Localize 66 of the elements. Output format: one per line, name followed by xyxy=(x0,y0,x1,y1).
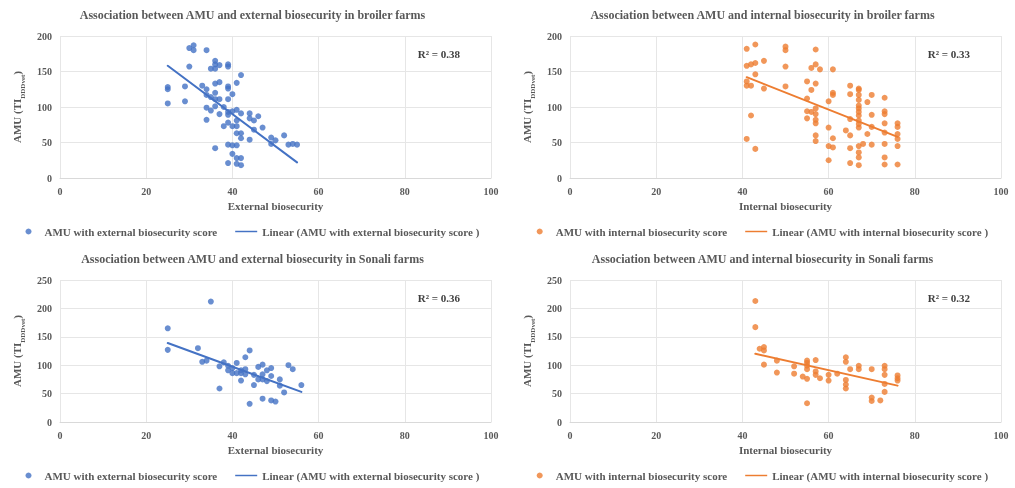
x-tick-label: 80 xyxy=(399,185,410,197)
x-tick-label: 20 xyxy=(651,185,662,197)
y-tick-label: 200 xyxy=(37,30,52,42)
legend-label: Linear (AMU with external biosecurity score ) xyxy=(262,225,480,239)
y-tick-label: 150 xyxy=(547,331,562,343)
x-tick-label: 80 xyxy=(909,185,920,197)
y-tick-label: 0 xyxy=(47,416,52,428)
x-tick-label: 100 xyxy=(993,185,1009,197)
x-tick-label: 0 xyxy=(567,429,573,441)
x-tick-label: 100 xyxy=(483,429,499,441)
x-tick-label: 40 xyxy=(227,185,238,197)
y-tick-label: 100 xyxy=(37,359,52,371)
annotation: R² = 0.33 xyxy=(927,47,971,60)
x-tick-label: 0 xyxy=(57,185,63,197)
x-tick-label: 40 xyxy=(737,185,748,197)
x-tick-label: 20 xyxy=(141,429,152,441)
y-tick-label: 250 xyxy=(37,274,52,286)
x-tick-label: 60 xyxy=(313,429,324,441)
x-tick-label: 80 xyxy=(399,429,410,441)
legend-label: Linear (AMU with external biosecurity score ) xyxy=(262,469,480,483)
x-tick-label: 0 xyxy=(567,185,573,197)
legend-label: Linear (AMU with internal biosecurity score ) xyxy=(772,225,989,239)
x-axis-title: Internal biosecurity xyxy=(738,444,833,457)
x-axis-title: External biosecurity xyxy=(227,200,324,213)
annotation: R² = 0.32 xyxy=(927,291,971,304)
x-tick-label: 60 xyxy=(313,185,324,197)
legend-label: Linear (AMU with internal biosecurity score ) xyxy=(772,469,989,483)
x-axis-title: Internal biosecurity xyxy=(738,200,833,213)
x-tick-label: 100 xyxy=(483,185,499,197)
chart-title: Association between AMU and external biosecurity in Sonali farms xyxy=(81,252,425,266)
y-tick-label: 200 xyxy=(37,302,52,314)
legend-label: AMU with external biosecurity score xyxy=(44,225,218,238)
y-tick-label: 250 xyxy=(547,274,562,286)
annotation: R² = 0.36 xyxy=(417,291,461,304)
legend-label: AMU with external biosecurity score xyxy=(44,469,218,482)
y-tick-label: 0 xyxy=(557,172,562,184)
x-tick-label: 100 xyxy=(993,429,1009,441)
y-tick-label: 150 xyxy=(547,66,562,77)
y-tick-label: 50 xyxy=(42,388,52,400)
x-tick-label: 60 xyxy=(823,429,834,441)
y-tick-label: 150 xyxy=(37,331,52,343)
legend-label: AMU with internal biosecurity score xyxy=(555,225,728,238)
chart-title: Association between AMU and external biosecurity in broiler farms xyxy=(79,8,426,22)
y-tick-label: 100 xyxy=(547,101,562,113)
chart-title: Association between AMU and internal biosecurity in broiler farms xyxy=(590,8,935,22)
y-tick-label: 100 xyxy=(37,101,52,113)
y-tick-label: 200 xyxy=(547,30,562,42)
x-tick-label: 60 xyxy=(823,185,834,197)
x-axis-title: External biosecurity xyxy=(227,444,324,457)
y-tick-label: 50 xyxy=(552,388,562,400)
y-tick-label: 50 xyxy=(552,137,562,148)
y-tick-label: 0 xyxy=(557,416,562,428)
x-tick-label: 80 xyxy=(909,429,920,441)
x-tick-label: 40 xyxy=(227,429,238,441)
y-tick-label: 50 xyxy=(42,137,52,148)
y-tick-label: 0 xyxy=(47,172,52,184)
y-tick-label: 100 xyxy=(547,359,562,371)
y-tick-label: 150 xyxy=(37,66,52,77)
x-tick-label: 20 xyxy=(651,429,662,441)
annotation: R² = 0.38 xyxy=(417,47,461,60)
x-tick-label: 40 xyxy=(737,429,748,441)
y-tick-label: 200 xyxy=(547,302,562,314)
chart-title: Association between AMU and internal biosecurity in Sonali farms xyxy=(591,252,934,266)
x-tick-label: 0 xyxy=(57,429,63,441)
legend-label: AMU with internal biosecurity score xyxy=(555,469,728,482)
x-tick-label: 20 xyxy=(141,185,152,197)
